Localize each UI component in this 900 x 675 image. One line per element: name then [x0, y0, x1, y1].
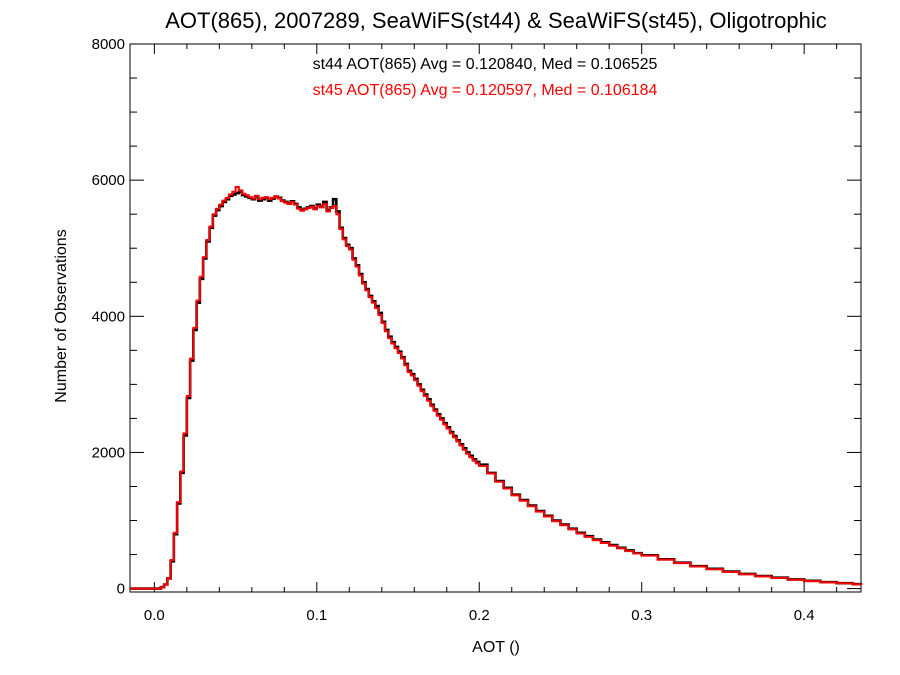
y-tick-label: 6000 — [92, 172, 125, 189]
chart-title: AOT(865), 2007289, SeaWiFS(st44) & SeaWi… — [165, 8, 826, 33]
plot-axes — [129, 43, 862, 593]
axis-ticks: 0.0 0.1 0.2 0.3 0.4 0 2000 4000 6000 8000 — [92, 36, 861, 624]
x-tick-label: 0.3 — [631, 607, 652, 624]
y-tick-label: 0 — [117, 581, 125, 598]
x-tick-label: 0.4 — [794, 607, 815, 624]
x-tick-label: 0.1 — [306, 607, 327, 624]
st45-stat-annotation: st45 AOT(865) Avg = 0.120597, Med = 0.10… — [313, 82, 658, 99]
x-tick-label: 0.0 — [144, 607, 165, 624]
series-layer — [130, 185, 863, 590]
plot-frame — [129, 43, 862, 593]
series-st44-line — [130, 190, 863, 590]
y-tick-label: 2000 — [92, 444, 125, 461]
series-st45-line — [130, 185, 862, 590]
y-tick-label: 4000 — [92, 308, 125, 325]
y-axis-label: Number of Observations — [53, 229, 70, 402]
y-tick-label: 8000 — [92, 36, 125, 53]
x-tick-label: 0.2 — [469, 607, 490, 624]
st44-stat-annotation: st44 AOT(865) Avg = 0.120840, Med = 0.10… — [313, 56, 658, 73]
x-axis-label: AOT () — [472, 639, 520, 656]
